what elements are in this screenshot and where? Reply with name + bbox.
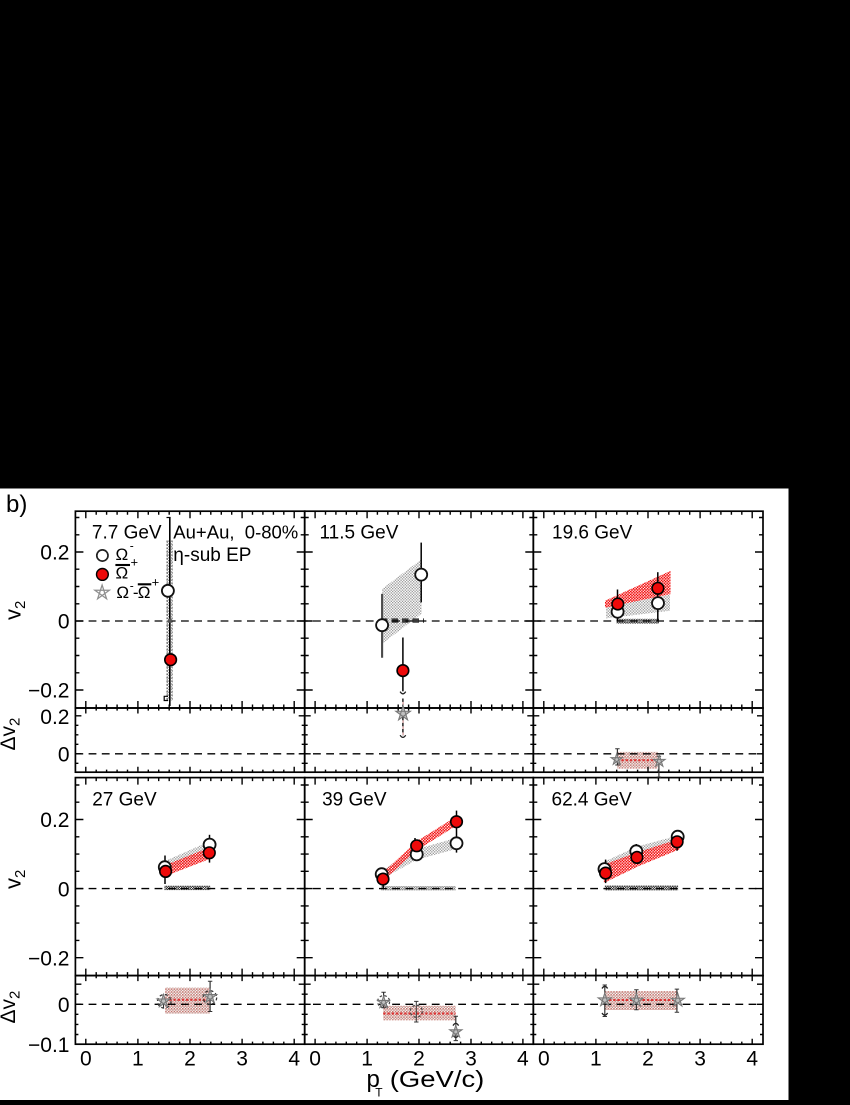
svg-text:b): b) bbox=[6, 491, 27, 518]
svg-text:Ω: Ω bbox=[116, 583, 129, 602]
svg-text:4: 4 bbox=[288, 1048, 300, 1071]
svg-text:1: 1 bbox=[590, 1048, 602, 1071]
svg-text:0.2: 0.2 bbox=[40, 809, 69, 832]
svg-text:62.4 GeV: 62.4 GeV bbox=[552, 790, 633, 811]
svg-text:Ω: Ω bbox=[138, 583, 151, 602]
svg-text:3: 3 bbox=[236, 1048, 248, 1071]
svg-text:4: 4 bbox=[517, 1048, 529, 1071]
svg-text:p: p bbox=[367, 1066, 380, 1093]
svg-text:39 GeV: 39 GeV bbox=[322, 790, 387, 811]
svg-text:+: + bbox=[131, 554, 139, 569]
svg-text:0: 0 bbox=[58, 994, 70, 1017]
svg-text:2: 2 bbox=[413, 1048, 425, 1071]
svg-text:Ω: Ω bbox=[116, 545, 129, 564]
svg-text:0: 0 bbox=[58, 878, 70, 901]
svg-text:-: - bbox=[133, 583, 139, 602]
svg-text:−0.1: −0.1 bbox=[28, 1034, 69, 1057]
svg-text:η-sub EP: η-sub EP bbox=[173, 545, 251, 566]
svg-text:1: 1 bbox=[132, 1048, 144, 1071]
svg-text:Ω: Ω bbox=[116, 563, 129, 582]
svg-text:3: 3 bbox=[694, 1048, 706, 1071]
svg-text:-: - bbox=[130, 578, 134, 592]
svg-text:−0.2: −0.2 bbox=[28, 947, 69, 970]
svg-text:Au+Au, 0-80%: Au+Au, 0-80% bbox=[173, 522, 298, 543]
svg-text:0: 0 bbox=[80, 1048, 92, 1071]
svg-text:0: 0 bbox=[309, 1048, 321, 1071]
svg-text:Δv2: Δv2 bbox=[0, 991, 24, 1024]
svg-text:0: 0 bbox=[58, 744, 70, 767]
svg-text:19.6 GeV: 19.6 GeV bbox=[552, 523, 633, 544]
svg-text:3: 3 bbox=[465, 1048, 477, 1071]
svg-text:27 GeV: 27 GeV bbox=[92, 790, 157, 811]
svg-text:2: 2 bbox=[184, 1048, 196, 1071]
svg-text:4: 4 bbox=[746, 1048, 758, 1071]
svg-text:1: 1 bbox=[361, 1048, 373, 1071]
svg-text:2: 2 bbox=[642, 1048, 654, 1071]
svg-text:T: T bbox=[375, 1086, 383, 1100]
svg-text:+: + bbox=[152, 575, 160, 590]
svg-text:Δv2: Δv2 bbox=[0, 718, 24, 751]
svg-text:0: 0 bbox=[538, 1048, 550, 1071]
svg-text:7.7 GeV: 7.7 GeV bbox=[92, 523, 162, 544]
svg-text:0.2: 0.2 bbox=[40, 706, 69, 729]
svg-text:−0.2: −0.2 bbox=[28, 680, 69, 703]
svg-text:(GeV/c): (GeV/c) bbox=[390, 1066, 485, 1092]
svg-text:-: - bbox=[130, 539, 134, 553]
svg-text:11.5 GeV: 11.5 GeV bbox=[320, 523, 399, 544]
svg-text:0: 0 bbox=[58, 611, 70, 634]
svg-text:0.2: 0.2 bbox=[40, 542, 69, 565]
